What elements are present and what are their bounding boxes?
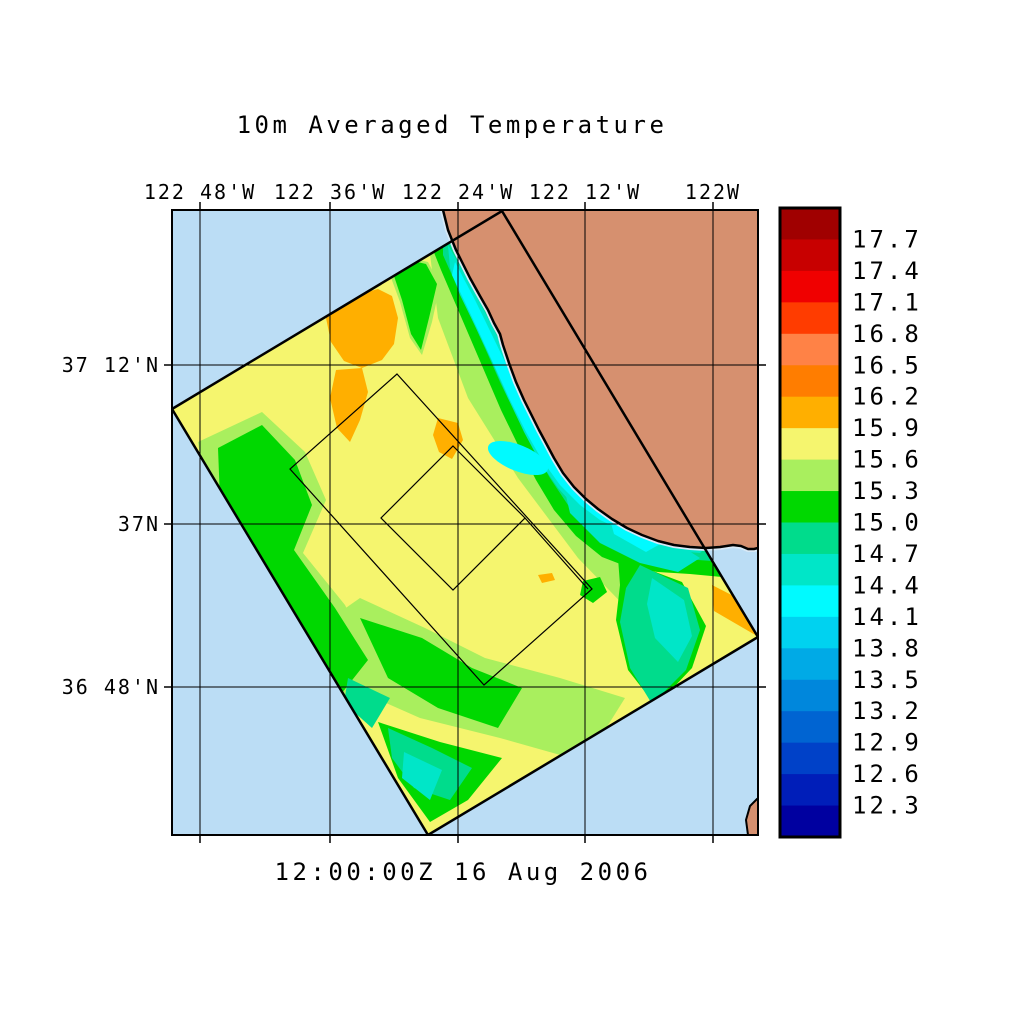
map-plot — [172, 210, 758, 835]
colorbar-label: 17.1 — [852, 288, 922, 316]
colorbar-segment — [780, 333, 840, 366]
colorbar-label: 12.9 — [852, 729, 922, 757]
x-axis-label: 122 36'W — [274, 180, 386, 204]
colorbar-segment — [780, 522, 840, 555]
colorbar-segment — [780, 208, 840, 241]
colorbar-segment — [780, 428, 840, 461]
colorbar-segment — [780, 459, 840, 492]
colorbar-segment — [780, 774, 840, 807]
colorbar-label: 14.1 — [852, 603, 922, 631]
colorbar-label: 14.7 — [852, 540, 922, 568]
field-green-tongue — [392, 256, 437, 350]
colorbar-label: 12.6 — [852, 760, 922, 788]
nested-domain-inner — [380, 445, 526, 591]
model-domain-boundary — [172, 210, 758, 835]
colorbar-label: 15.0 — [852, 509, 922, 537]
colorbar-segment — [780, 365, 840, 398]
colorbar-label: 16.5 — [852, 351, 922, 379]
land-peninsula — [744, 797, 758, 835]
colorbar-label: 15.3 — [852, 477, 922, 505]
x-axis-label: 122 24'W — [402, 180, 514, 204]
field-orange-east-corner — [712, 585, 757, 636]
colorbar-segment — [780, 616, 840, 649]
land-california — [443, 210, 758, 549]
colorbar-label: 17.7 — [852, 225, 922, 253]
colorbar-segment — [780, 491, 840, 524]
field-turq-right — [647, 578, 692, 662]
colorbar-label: 13.8 — [852, 634, 922, 662]
x-axis-label: 122 12'W — [529, 180, 641, 204]
colorbar-segment — [780, 648, 840, 681]
colorbar-label: 17.4 — [852, 257, 922, 285]
colorbar-segment — [780, 553, 840, 586]
colorbar-segment — [780, 585, 840, 618]
field-teal-bottom — [388, 728, 472, 800]
axis-labels: 122 48'W 122 36'W 122 24'W 122 12'W 122W 37 1… — [62, 180, 741, 699]
field-cyan-pocket — [487, 441, 549, 475]
colorbar-label: 15.9 — [852, 414, 922, 442]
field-orange-main — [326, 289, 398, 368]
x-axis-label: 122W — [685, 180, 741, 204]
colorbar-label: 13.2 — [852, 697, 922, 725]
colorbar-segment — [780, 302, 840, 335]
x-axis-label: 122 48'W — [144, 180, 256, 204]
field-turq-bay — [560, 470, 700, 572]
figure-title: 10m Averaged Temperature — [237, 111, 668, 139]
colorbar-segment — [780, 711, 840, 744]
colorbar-label: 15.6 — [852, 446, 922, 474]
graticule — [172, 210, 758, 835]
y-axis-label: 36 48'N — [62, 675, 160, 699]
colorbar: 17.7 17.4 17.1 16.8 16.5 16.2 15.9 15.6 15.3 15.0… — [778, 206, 922, 839]
map-frame — [171, 209, 759, 836]
colorbar-segment — [780, 742, 840, 775]
field-orange-tail — [330, 368, 368, 442]
y-axis-label: 37 12'N — [62, 353, 160, 377]
colorbar-label: 13.5 — [852, 666, 922, 694]
axis-ticks — [164, 202, 766, 843]
field-orange-dash — [538, 573, 555, 583]
colorbar-label: 12.3 — [852, 792, 922, 820]
colorbar-segment — [780, 805, 840, 838]
colorbar-label: 16.2 — [852, 383, 922, 411]
colorbar-label: 16.8 — [852, 320, 922, 348]
field-turq-bottom — [402, 752, 442, 800]
colorbar-border — [778, 206, 842, 839]
colorbar-segment — [780, 396, 840, 429]
y-axis-label: 37N — [118, 512, 160, 536]
nested-domain-segment — [524, 517, 589, 590]
nested-domain-middle — [289, 373, 593, 686]
field-green-center-south — [360, 618, 522, 728]
colorbar-segment — [780, 239, 840, 272]
colorbar-label: 14.4 — [852, 571, 922, 599]
colorbar-segment — [780, 679, 840, 712]
field-teal-bottom2 — [344, 678, 390, 728]
valid-time-label: 12:00:00Z 16 Aug 2006 — [275, 858, 652, 886]
colorbar-segment — [780, 270, 840, 303]
field-base-15.6 — [172, 211, 758, 835]
